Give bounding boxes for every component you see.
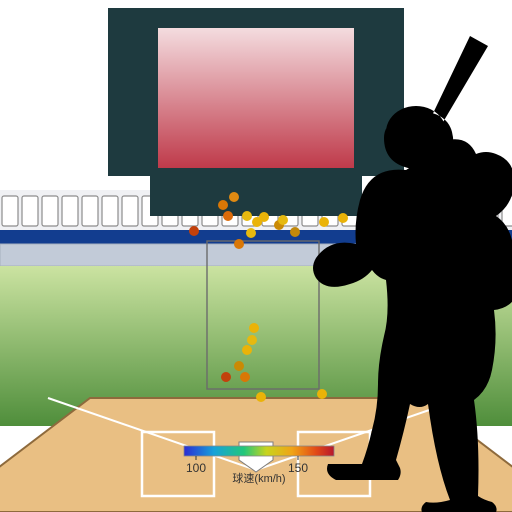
pitch-marker — [223, 211, 233, 221]
legend-colorbar — [184, 446, 334, 456]
pitch-marker — [290, 227, 300, 237]
seat-block — [42, 196, 58, 226]
scoreboard-neck — [150, 176, 362, 216]
pitch-marker — [259, 212, 269, 222]
seat-block — [122, 196, 138, 226]
pitch-marker — [278, 215, 288, 225]
legend-label: 球速(km/h) — [232, 471, 285, 485]
legend-tick-label: 100 — [186, 461, 206, 475]
seat-block — [82, 196, 98, 226]
pitch-marker — [218, 200, 228, 210]
seat-block — [22, 196, 38, 226]
pitch-marker — [256, 392, 266, 402]
pitch-marker — [189, 226, 199, 236]
pitch-marker — [249, 323, 259, 333]
pitch-marker — [221, 372, 231, 382]
pitch-marker — [246, 228, 256, 238]
pitch-marker — [242, 211, 252, 221]
pitch-marker — [240, 372, 250, 382]
seat-block — [2, 196, 18, 226]
pitch-marker — [247, 335, 257, 345]
pitch-marker — [319, 217, 329, 227]
pitch-marker — [234, 239, 244, 249]
pitch-chart: 100 150球速(km/h) — [0, 0, 512, 512]
seat-block — [62, 196, 78, 226]
pitch-marker — [242, 345, 252, 355]
scoreboard-screen — [158, 28, 354, 168]
pitch-marker — [234, 361, 244, 371]
seat-block — [102, 196, 118, 226]
pitch-marker — [229, 192, 239, 202]
pitch-marker — [317, 389, 327, 399]
legend-tick-label: 150 — [288, 461, 308, 475]
pitch-marker — [338, 213, 348, 223]
